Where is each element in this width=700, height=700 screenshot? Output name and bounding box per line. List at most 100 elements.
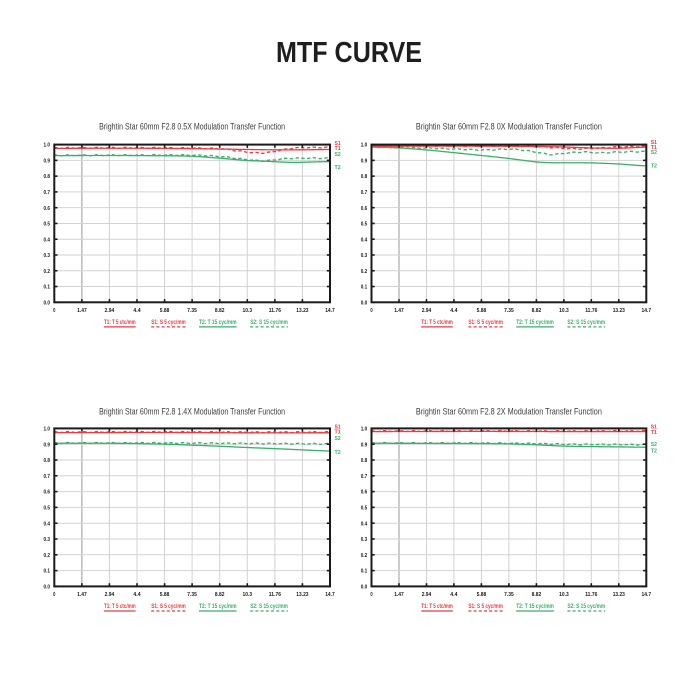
- svg-text:0.5: 0.5: [44, 222, 51, 228]
- svg-text:0.9: 0.9: [44, 442, 51, 448]
- svg-text:10.3: 10.3: [243, 592, 253, 598]
- svg-text:14.7: 14.7: [325, 592, 335, 598]
- svg-text:0: 0: [370, 592, 372, 598]
- svg-text:4.4: 4.4: [450, 592, 458, 598]
- svg-text:11.76: 11.76: [585, 308, 598, 314]
- svg-text:0.1: 0.1: [361, 569, 368, 575]
- svg-text:T2: T 15 cyc/mm: T2: T 15 cyc/mm: [516, 319, 554, 326]
- svg-text:7.35: 7.35: [504, 592, 514, 598]
- svg-text:11.76: 11.76: [269, 592, 282, 598]
- svg-text:11.76: 11.76: [269, 308, 282, 314]
- svg-text:0.2: 0.2: [44, 553, 51, 559]
- svg-text:4.4: 4.4: [133, 592, 141, 598]
- svg-text:0.6: 0.6: [361, 490, 368, 496]
- svg-text:7.35: 7.35: [504, 308, 514, 314]
- svg-text:8.82: 8.82: [532, 308, 542, 314]
- svg-text:T2: T 15 cyc/mm: T2: T 15 cyc/mm: [516, 603, 554, 610]
- svg-text:0.0: 0.0: [44, 585, 51, 591]
- svg-text:0.7: 0.7: [44, 474, 51, 480]
- svg-text:S2: S2: [651, 442, 657, 448]
- svg-text:0.8: 0.8: [361, 458, 368, 464]
- svg-text:4.4: 4.4: [450, 308, 458, 314]
- svg-text:T1: T 5 ctc/mm: T1: T 5 ctc/mm: [421, 319, 453, 326]
- svg-text:2.94: 2.94: [105, 308, 115, 314]
- svg-text:0.3: 0.3: [361, 253, 368, 259]
- svg-text:0.9: 0.9: [361, 442, 368, 448]
- svg-text:0.8: 0.8: [361, 174, 368, 180]
- svg-text:T1: T 5 ctc/mm: T1: T 5 ctc/mm: [104, 319, 136, 326]
- svg-text:S2: S2: [651, 150, 657, 156]
- svg-text:S1: S 5 cyc/mm: S1: S 5 cyc/mm: [151, 319, 186, 326]
- svg-text:0.4: 0.4: [361, 237, 368, 243]
- svg-text:0.7: 0.7: [361, 474, 368, 480]
- svg-text:S1: S 5 cyc/mm: S1: S 5 cyc/mm: [151, 603, 186, 610]
- svg-text:0.5: 0.5: [361, 506, 368, 512]
- svg-text:1.0: 1.0: [361, 143, 368, 149]
- svg-text:T1: T 5 ctc/mm: T1: T 5 ctc/mm: [421, 603, 453, 610]
- svg-text:T1: T 5 ctc/mm: T1: T 5 ctc/mm: [104, 603, 136, 610]
- svg-text:S2: S 15 cyc/mm: S2: S 15 cyc/mm: [567, 319, 605, 326]
- svg-text:T2: T 15 cyc/mm: T2: T 15 cyc/mm: [199, 319, 237, 326]
- svg-text:0.4: 0.4: [44, 237, 51, 243]
- svg-text:0.9: 0.9: [44, 158, 51, 164]
- svg-text:0.7: 0.7: [361, 190, 368, 196]
- svg-text:14.7: 14.7: [642, 592, 652, 598]
- svg-text:13.23: 13.23: [296, 592, 309, 598]
- svg-text:0.0: 0.0: [361, 300, 368, 306]
- svg-text:1.47: 1.47: [394, 308, 404, 314]
- svg-text:1.0: 1.0: [44, 143, 51, 149]
- svg-text:2.94: 2.94: [422, 592, 432, 598]
- svg-text:S2: S2: [335, 152, 341, 158]
- svg-text:5.88: 5.88: [477, 592, 487, 598]
- svg-text:0: 0: [53, 308, 55, 314]
- svg-text:0.4: 0.4: [361, 521, 368, 527]
- svg-text:0: 0: [370, 308, 372, 314]
- svg-text:T2: T2: [335, 450, 341, 456]
- svg-text:11.76: 11.76: [585, 592, 598, 598]
- svg-text:8.82: 8.82: [532, 592, 542, 598]
- svg-text:S1: S 5 cyc/mm: S1: S 5 cyc/mm: [468, 603, 503, 610]
- svg-text:S2: S2: [335, 436, 341, 442]
- svg-text:5.88: 5.88: [160, 308, 170, 314]
- svg-text:0.8: 0.8: [44, 174, 51, 180]
- svg-text:13.23: 13.23: [613, 592, 626, 598]
- svg-text:T1: T1: [651, 145, 657, 151]
- svg-text:0.3: 0.3: [361, 537, 368, 543]
- svg-text:S1: S1: [335, 425, 341, 431]
- svg-text:7.35: 7.35: [187, 592, 197, 598]
- svg-text:MTF CURVE: MTF CURVE: [276, 37, 422, 69]
- svg-text:1.47: 1.47: [77, 592, 87, 598]
- svg-text:S1: S1: [651, 425, 657, 431]
- svg-text:13.23: 13.23: [296, 308, 309, 314]
- svg-text:0.3: 0.3: [44, 537, 51, 543]
- svg-text:0.4: 0.4: [44, 521, 51, 527]
- svg-text:S1: S 5 cyc/mm: S1: S 5 cyc/mm: [468, 319, 503, 326]
- svg-text:Brightin Star 60mm F2.8 0X Mod: Brightin Star 60mm F2.8 0X Modulation Tr…: [416, 121, 602, 132]
- svg-text:0.1: 0.1: [44, 285, 51, 291]
- svg-text:T2: T2: [651, 164, 657, 170]
- svg-text:0.2: 0.2: [361, 553, 368, 559]
- svg-text:0.0: 0.0: [361, 585, 368, 591]
- svg-text:8.82: 8.82: [215, 308, 225, 314]
- svg-text:T1: T1: [335, 430, 341, 436]
- svg-text:0.7: 0.7: [44, 190, 51, 196]
- svg-text:T1: T1: [651, 430, 657, 436]
- svg-text:1.0: 1.0: [44, 427, 51, 433]
- svg-text:S1: S1: [651, 140, 657, 146]
- svg-text:10.3: 10.3: [559, 308, 569, 314]
- svg-text:0.6: 0.6: [361, 206, 368, 212]
- svg-text:4.4: 4.4: [133, 308, 141, 314]
- svg-text:S2: S 15 cyc/mm: S2: S 15 cyc/mm: [567, 603, 605, 610]
- svg-text:T1: T1: [335, 146, 341, 152]
- svg-text:0.8: 0.8: [44, 458, 51, 464]
- svg-text:T2: T 15 cyc/mm: T2: T 15 cyc/mm: [199, 603, 237, 610]
- svg-text:Brightin Star 60mm F2.8 2X Mod: Brightin Star 60mm F2.8 2X Modulation Tr…: [416, 406, 602, 417]
- svg-text:Brightin Star 60mm F2.8 1.4X M: Brightin Star 60mm F2.8 1.4X Modulation …: [99, 406, 285, 417]
- svg-text:0.1: 0.1: [44, 569, 51, 575]
- svg-text:0.2: 0.2: [361, 269, 368, 275]
- svg-text:10.3: 10.3: [559, 592, 569, 598]
- svg-text:13.23: 13.23: [613, 308, 626, 314]
- svg-text:14.7: 14.7: [325, 308, 335, 314]
- svg-text:5.88: 5.88: [160, 592, 170, 598]
- svg-text:14.7: 14.7: [642, 308, 652, 314]
